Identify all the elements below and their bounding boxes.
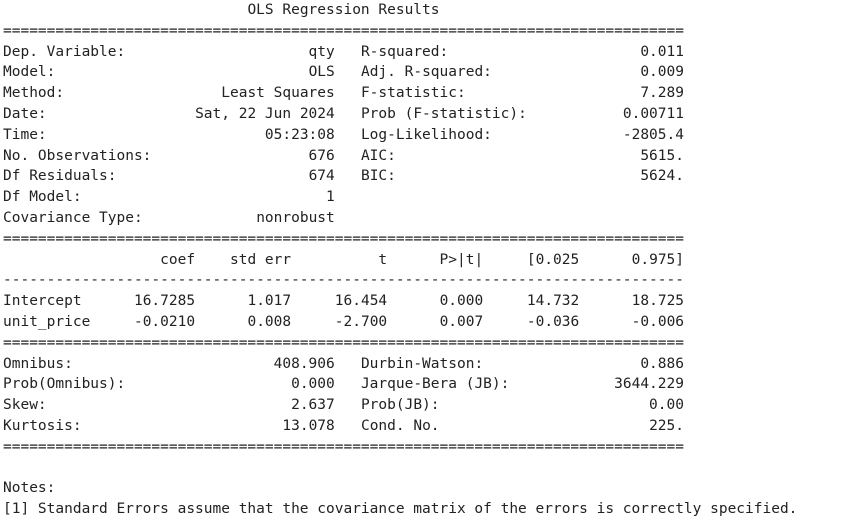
coef-row-name: unit_price	[3, 313, 91, 330]
fit-stat-label: Prob (F-statistic):	[360, 105, 527, 122]
diagnostic-value: 2.637	[291, 397, 335, 414]
fit-stat-value: 0.00711	[622, 105, 684, 122]
fit-stat-value: -2805.4	[622, 126, 684, 143]
double-rule: ========================================…	[3, 22, 684, 39]
model-info-label: Method:	[3, 85, 65, 102]
diagnostic-label: Skew:	[3, 397, 47, 414]
model-info-label: Covariance Type:	[3, 209, 143, 226]
report-title: OLS Regression Results	[247, 2, 440, 18]
model-info-label: Date:	[3, 105, 47, 122]
diagnostic-value: 225.	[649, 417, 684, 434]
diagnostic-value: 3644.229	[614, 376, 684, 393]
diagnostic-value: 0.00	[649, 397, 684, 414]
model-info-label: Df Residuals:	[3, 168, 117, 185]
model-info-value: 674	[308, 168, 335, 185]
model-info-value: Least Squares	[221, 85, 335, 102]
coef-row-name: Intercept	[3, 293, 82, 310]
coef-cell: -2.700	[334, 313, 388, 330]
fit-stat-value: 5615.	[640, 147, 684, 164]
coef-cell: 0.007	[439, 313, 484, 330]
diagnostic-value: 0.000	[291, 376, 335, 393]
coef-cell: 18.725	[631, 293, 685, 310]
model-info-value: 05:23:08	[264, 126, 335, 143]
fit-stat-value: 0.009	[640, 64, 684, 81]
diagnostic-value: 13.078	[282, 417, 335, 434]
ols-summary-report: OLS Regression Results =================…	[3, 0, 797, 520]
fit-stat-label: R-squared:	[360, 43, 449, 60]
coef-column-header: std err	[229, 251, 292, 268]
double-rule: ========================================…	[3, 438, 684, 455]
double-rule: ========================================…	[3, 334, 684, 351]
coef-cell: 1.017	[247, 293, 292, 310]
diagnostic-label: Durbin-Watson:	[360, 355, 484, 372]
model-info-label: Dep. Variable:	[3, 43, 126, 60]
coef-cell: 16.454	[334, 293, 388, 310]
fit-stat-label: AIC:	[360, 147, 396, 164]
coef-column-header: [0.025	[526, 251, 580, 268]
fit-stat-label: BIC:	[360, 168, 396, 185]
coef-cell: -0.006	[631, 313, 685, 330]
fit-stat-value: 5624.	[640, 168, 684, 185]
diagnostic-label: Prob(JB):	[360, 397, 440, 414]
fit-stat-label: Adj. R-squared:	[360, 64, 492, 81]
coef-cell: 16.7285	[133, 293, 196, 310]
model-info-value: 676	[308, 147, 335, 164]
double-rule: ========================================…	[3, 230, 684, 247]
model-info-value: qty	[308, 43, 335, 60]
notes-heading: Notes:	[3, 480, 56, 497]
model-info-value: Sat, 22 Jun 2024	[195, 105, 335, 122]
fit-stat-value: 0.011	[640, 43, 684, 60]
diagnostic-label: Kurtosis:	[3, 417, 82, 434]
model-info-value: nonrobust	[256, 209, 335, 226]
diagnostic-value: 408.906	[273, 355, 335, 372]
model-info-label: Df Model:	[3, 189, 82, 206]
fit-stat-label: F-statistic:	[360, 85, 466, 102]
coef-cell: 0.000	[439, 293, 484, 310]
model-info-value: OLS	[308, 64, 335, 81]
diagnostic-value: 0.886	[640, 355, 684, 372]
model-info-label: Model:	[3, 64, 56, 81]
coef-cell: 0.008	[247, 313, 292, 330]
diagnostic-label: Jarque-Bera (JB):	[360, 376, 510, 393]
diagnostic-label: Cond. No.	[360, 417, 440, 434]
diagnostic-label: Omnibus:	[3, 355, 73, 372]
coef-column-header: P>|t|	[439, 251, 484, 268]
coef-column-header: coef	[160, 251, 196, 268]
model-info-label: No. Observations:	[3, 147, 152, 164]
coef-column-header: 0.975]	[631, 251, 685, 268]
fit-stat-label: Log-Likelihood:	[360, 126, 492, 143]
diagnostic-label: Prob(Omnibus):	[3, 376, 126, 393]
model-info-value: 1	[326, 189, 335, 206]
coef-cell: -0.036	[526, 313, 580, 330]
single-rule: ----------------------------------------…	[3, 272, 684, 289]
model-info-label: Time:	[3, 126, 47, 143]
coef-column-header: t	[378, 251, 388, 268]
fit-stat-value: 7.289	[640, 85, 684, 102]
note-item: [1] Standard Errors assume that the cova…	[3, 501, 798, 518]
coef-cell: -0.0210	[133, 313, 196, 330]
coef-cell: 14.732	[526, 293, 580, 310]
